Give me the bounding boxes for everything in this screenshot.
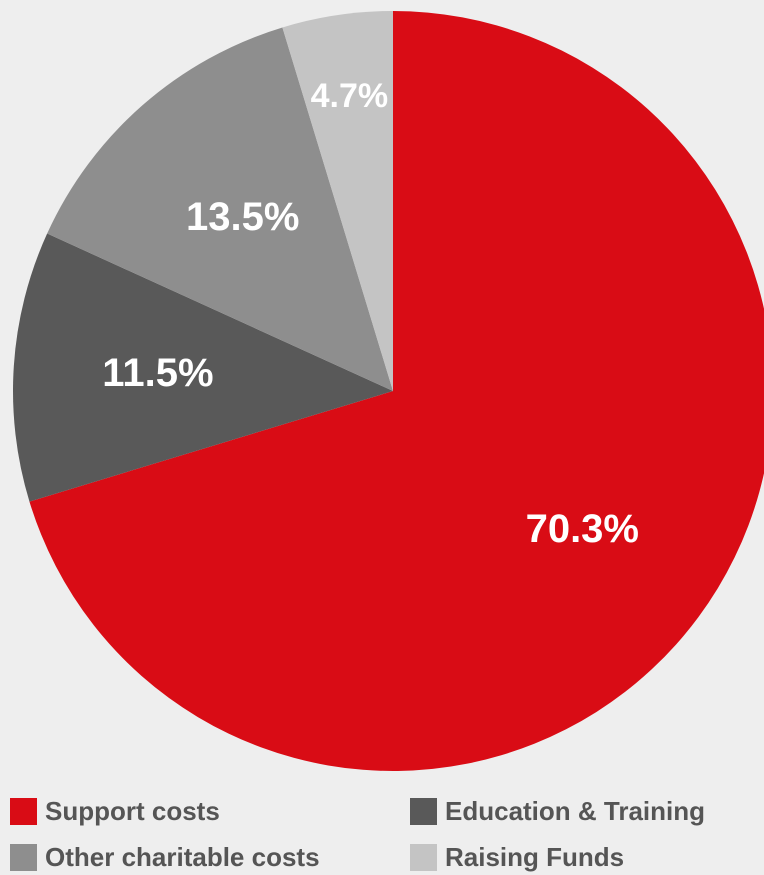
legend-label: Other charitable costs — [45, 841, 320, 872]
legend-label: Support costs — [45, 795, 220, 826]
pie-chart: 70.3% 11.5% 13.5% 4.7% — [13, 11, 764, 771]
legend-item-other-charitable-costs: Other charitable costs — [10, 840, 410, 874]
pie-slice-education-training — [13, 233, 394, 502]
legend-swatch — [10, 797, 37, 825]
legend-item-education-training: Education & Training — [410, 794, 750, 828]
legend-item-support-costs: Support costs — [10, 794, 410, 828]
pie-slice-support-costs — [29, 11, 764, 771]
slice-data-label: 4.7% — [311, 77, 389, 115]
pie-slice-other-charitable-costs — [47, 27, 394, 391]
legend-swatch — [410, 843, 437, 871]
slice-data-label: 11.5% — [102, 351, 213, 395]
legend-swatch — [410, 797, 437, 825]
legend-label: Raising Funds — [445, 841, 625, 872]
legend-swatch — [10, 843, 37, 871]
slice-data-label: 13.5% — [186, 195, 299, 239]
legend-label: Education & Training — [445, 795, 706, 826]
chart-legend: Support costs Education & Training Other… — [10, 794, 760, 874]
pie-slice-raising-funds — [282, 11, 393, 391]
legend-item-raising-funds: Raising Funds — [410, 840, 750, 874]
slice-data-label: 70.3% — [526, 507, 639, 551]
